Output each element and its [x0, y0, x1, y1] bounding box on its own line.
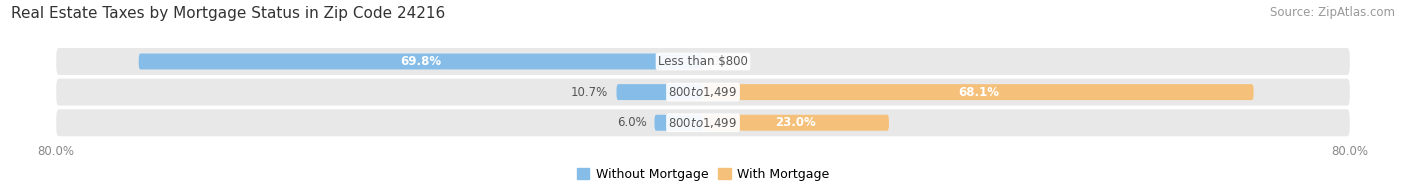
FancyBboxPatch shape: [616, 84, 703, 100]
FancyBboxPatch shape: [654, 115, 703, 131]
FancyBboxPatch shape: [139, 54, 703, 69]
FancyBboxPatch shape: [703, 84, 1254, 100]
Text: 23.0%: 23.0%: [776, 116, 817, 129]
Text: $800 to $1,499: $800 to $1,499: [668, 85, 738, 99]
Legend: Without Mortgage, With Mortgage: Without Mortgage, With Mortgage: [572, 163, 834, 186]
Text: Less than $800: Less than $800: [658, 55, 748, 68]
Text: $800 to $1,499: $800 to $1,499: [668, 116, 738, 130]
Text: Source: ZipAtlas.com: Source: ZipAtlas.com: [1270, 6, 1395, 19]
Text: 6.0%: 6.0%: [617, 116, 647, 129]
Text: 69.8%: 69.8%: [401, 55, 441, 68]
FancyBboxPatch shape: [56, 48, 1350, 75]
FancyBboxPatch shape: [56, 109, 1350, 136]
Text: 10.7%: 10.7%: [571, 86, 609, 99]
FancyBboxPatch shape: [703, 115, 889, 131]
Text: 68.1%: 68.1%: [957, 86, 998, 99]
Text: Real Estate Taxes by Mortgage Status in Zip Code 24216: Real Estate Taxes by Mortgage Status in …: [11, 6, 446, 21]
Text: 0.0%: 0.0%: [711, 55, 741, 68]
FancyBboxPatch shape: [56, 79, 1350, 106]
